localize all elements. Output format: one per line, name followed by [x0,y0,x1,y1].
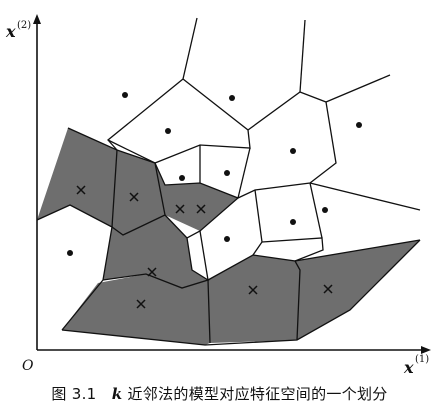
y-axis-arrow [33,14,41,24]
shaded-regions [37,128,420,345]
cross-markers [76,185,333,309]
y-axis-label: x [5,22,16,41]
dot-point [179,175,185,181]
dot-point [322,207,328,213]
dot-point [224,170,230,176]
cross-point [248,285,258,295]
dot-point [224,236,230,242]
caption-number: 图 3.1 [51,385,97,403]
origin-label: O [22,358,34,374]
dot-point [290,219,296,225]
dot-point [67,250,73,256]
y-axis-superscript: (2) [17,20,31,31]
cross-point [136,299,146,309]
shaded-cell-7 [295,240,420,340]
cross-point [323,284,333,294]
dot-point [165,128,171,134]
shaded-cell-1 [37,128,117,227]
dot-markers [67,92,362,256]
dot-point [356,122,362,128]
cross-point [76,185,86,195]
cross-point [129,192,139,202]
shaded-cell-3 [155,163,238,231]
axes [33,14,431,354]
dot-point [122,92,128,98]
shaded-cell-6 [208,255,300,343]
cross-point [196,204,206,214]
dot-point [229,95,235,101]
caption-text: 近邻法的模型对应特征空间的一个划分 [127,385,388,403]
cross-point [147,267,157,277]
x-axis-label: x [403,358,414,377]
caption-k: k [111,385,123,403]
cell-boundaries [36,17,421,346]
figure-caption: 图 3.1 k 近邻法的模型对应特征空间的一个划分 [0,383,439,404]
x-axis-superscript: (1) [415,354,429,365]
shaded-cell-5 [62,274,210,345]
x-axis-arrow [421,346,431,354]
cross-point [175,204,185,214]
dot-point [290,148,296,154]
shaded-cell-2 [112,150,165,235]
